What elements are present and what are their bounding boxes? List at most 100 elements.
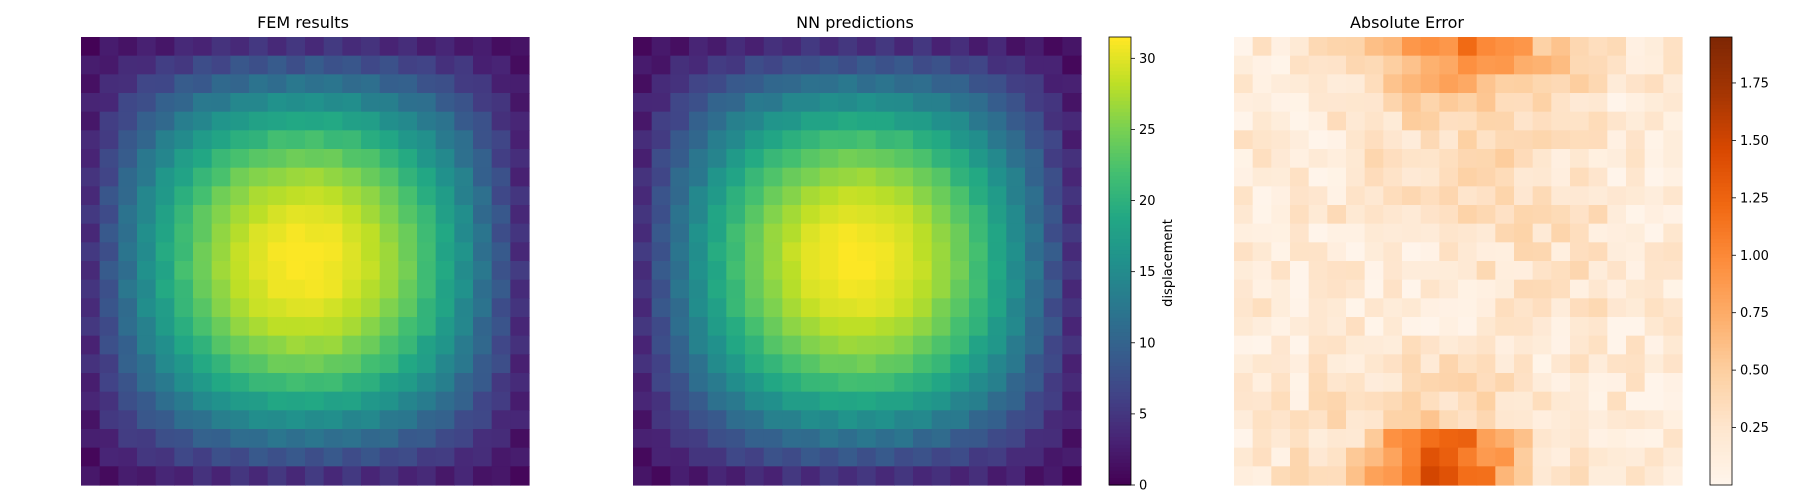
- heatmap-cell: [398, 186, 418, 206]
- heatmap-cell: [230, 354, 250, 374]
- heatmap-cell: [763, 410, 783, 430]
- heatmap-cell: [1062, 335, 1082, 355]
- colorbar-segment: [1109, 186, 1131, 191]
- heatmap-cell: [707, 279, 727, 299]
- heatmap-cell: [969, 447, 989, 467]
- heatmap-cell: [286, 93, 306, 113]
- heatmap-cell: [931, 205, 951, 225]
- heatmap-cell: [267, 466, 287, 486]
- heatmap-cell: [633, 93, 653, 113]
- heatmap-cell: [323, 242, 343, 262]
- heatmap-cell: [417, 373, 437, 393]
- heatmap-cell: [1043, 279, 1063, 299]
- heatmap-cell: [379, 130, 399, 150]
- heatmap-cell: [1234, 93, 1254, 113]
- heatmap-cell: [1570, 429, 1590, 449]
- heatmap-cell: [1439, 223, 1459, 243]
- colorbar-segment: [1109, 141, 1131, 146]
- heatmap-cell: [491, 391, 511, 411]
- colorbar-segment: [1109, 432, 1131, 438]
- heatmap-cell: [801, 354, 821, 374]
- heatmap-cell: [875, 373, 895, 393]
- heatmap-cell: [155, 261, 175, 281]
- heatmap-cell: [323, 130, 343, 150]
- heatmap-cell: [454, 93, 474, 113]
- heatmap-cell: [1290, 111, 1310, 131]
- heatmap-cell: [1327, 317, 1347, 337]
- colorbar-segment: [1109, 160, 1131, 165]
- heatmap-cell: [1025, 354, 1045, 374]
- heatmap-cell: [782, 149, 802, 169]
- heatmap-cell: [1006, 186, 1026, 206]
- heatmap-cell: [651, 466, 671, 486]
- colorbar-segment: [1710, 343, 1732, 348]
- heatmap-cell: [1043, 298, 1063, 318]
- heatmap-cell: [1308, 261, 1328, 281]
- heatmap-cell: [1607, 93, 1627, 113]
- heatmap-cell: [211, 410, 231, 430]
- heatmap-cell: [1551, 279, 1571, 299]
- heatmap-cell: [1062, 466, 1082, 486]
- heatmap-cell: [1607, 149, 1627, 169]
- heatmap-cell: [726, 37, 746, 57]
- heatmap-cell: [137, 205, 157, 225]
- colorbar-segment: [1109, 93, 1131, 98]
- heatmap-cell: [155, 149, 175, 169]
- heatmap-cell: [838, 205, 858, 225]
- heatmap-cell: [1607, 205, 1627, 225]
- colorbar-segment: [1710, 37, 1732, 42]
- heatmap-cell: [137, 279, 157, 299]
- heatmap-cell: [1234, 354, 1254, 374]
- heatmap-cell: [99, 279, 119, 299]
- heatmap-cell: [1043, 55, 1063, 75]
- heatmap-cell: [473, 167, 493, 187]
- heatmap-cell: [763, 130, 783, 150]
- colorbar-segment: [1710, 85, 1732, 90]
- heatmap-cell: [969, 373, 989, 393]
- heatmap-cell: [950, 373, 970, 393]
- heatmap-cell: [838, 167, 858, 187]
- colorbar-segment: [1109, 59, 1131, 64]
- heatmap-cell: [651, 447, 671, 467]
- heatmap-cell: [137, 447, 157, 467]
- heatmap-cell: [1383, 205, 1403, 225]
- heatmap-cell: [1663, 205, 1683, 225]
- heatmap-cell: [857, 335, 877, 355]
- heatmap-cell: [81, 242, 101, 262]
- heatmap-cell: [193, 93, 213, 113]
- heatmap-cell: [193, 335, 213, 355]
- heatmap-cell: [1402, 261, 1422, 281]
- heatmap-cell: [1364, 186, 1384, 206]
- heatmap-cell: [454, 298, 474, 318]
- heatmap-cell: [1383, 167, 1403, 187]
- heatmap-cell: [491, 149, 511, 169]
- colorbar-segment: [1710, 302, 1732, 307]
- colorbar-tick-label: 0: [1139, 479, 1147, 494]
- heatmap-cell: [454, 335, 474, 355]
- colorbar-segment: [1710, 429, 1732, 434]
- heatmap-cell: [1271, 261, 1291, 281]
- colorbar-segment: [1710, 44, 1732, 49]
- heatmap-cell: [1439, 429, 1459, 449]
- heatmap-cell: [950, 261, 970, 281]
- heatmap-cell: [267, 447, 287, 467]
- heatmap-cell: [435, 55, 455, 75]
- heatmap-cell: [1514, 223, 1534, 243]
- colorbar-segment: [1109, 100, 1131, 105]
- heatmap-cell: [1476, 466, 1496, 486]
- heatmap-cell: [950, 410, 970, 430]
- heatmap-cell: [1420, 429, 1440, 449]
- heatmap-cell: [1570, 149, 1590, 169]
- heatmap-cell: [838, 111, 858, 131]
- heatmap-cell: [1458, 223, 1478, 243]
- heatmap-cell: [1420, 223, 1440, 243]
- heatmap-cell: [286, 447, 306, 467]
- heatmap-cell: [782, 335, 802, 355]
- heatmap-cell: [118, 429, 138, 449]
- heatmap-cell: [286, 149, 306, 169]
- colorbar-segment: [1710, 149, 1732, 154]
- heatmap-cell: [689, 373, 709, 393]
- heatmap-cell: [323, 149, 343, 169]
- heatmap-cell: [417, 205, 437, 225]
- heatmap-cell: [1570, 130, 1590, 150]
